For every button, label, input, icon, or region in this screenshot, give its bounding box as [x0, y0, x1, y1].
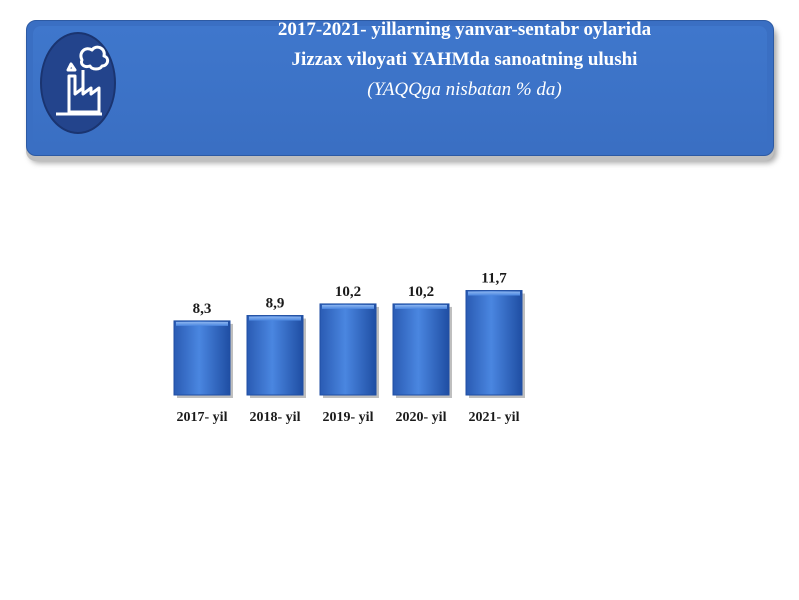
title-banner-inner	[33, 26, 767, 147]
bar-highlight-2	[322, 304, 374, 309]
category-label-4: 2021- yil	[469, 410, 520, 425]
category-label-2: 2019- yil	[323, 410, 374, 425]
factory-icon	[38, 30, 118, 136]
bar-highlight-1	[249, 316, 301, 321]
data-label-3: 10,2	[408, 284, 434, 300]
bar-highlight-3	[395, 304, 447, 309]
category-label-1: 2018- yil	[250, 410, 301, 425]
bar-chart-svg: 8,3 2017- yil 8,9 2018- yil 10,2 2019- yil 10,…	[173, 271, 525, 425]
bar-2	[319, 303, 377, 396]
bar-4	[465, 290, 523, 396]
chart-title-line-2: Jizzax viloyati YAHMda sanoatning ulushi	[291, 49, 638, 70]
chart-title-block: 2017-2021- yillarning yanvar-sentabr oyl…	[130, 15, 799, 105]
bar-0	[173, 320, 231, 396]
data-label-4: 11,7	[481, 271, 507, 287]
category-label-3: 2020- yil	[396, 410, 447, 425]
bar-1	[246, 315, 304, 396]
data-label-0: 8,3	[193, 301, 212, 317]
bar-highlight-0	[176, 321, 228, 326]
chart-subtitle: (YAQQga nisbatan % da)	[367, 79, 562, 100]
data-label-2: 10,2	[335, 284, 361, 300]
title-banner	[26, 20, 774, 156]
bar-highlight-4	[468, 291, 520, 296]
bar-3	[392, 303, 450, 396]
chart-title-line-1: 2017-2021- yillarning yanvar-sentabr oyl…	[277, 19, 652, 40]
category-label-0: 2017- yil	[177, 410, 228, 425]
data-label-1: 8,9	[266, 296, 285, 312]
bar-chart: 8,3 2017- yil 8,9 2018- yil 10,2 2019- yil 10,…	[150, 270, 550, 440]
